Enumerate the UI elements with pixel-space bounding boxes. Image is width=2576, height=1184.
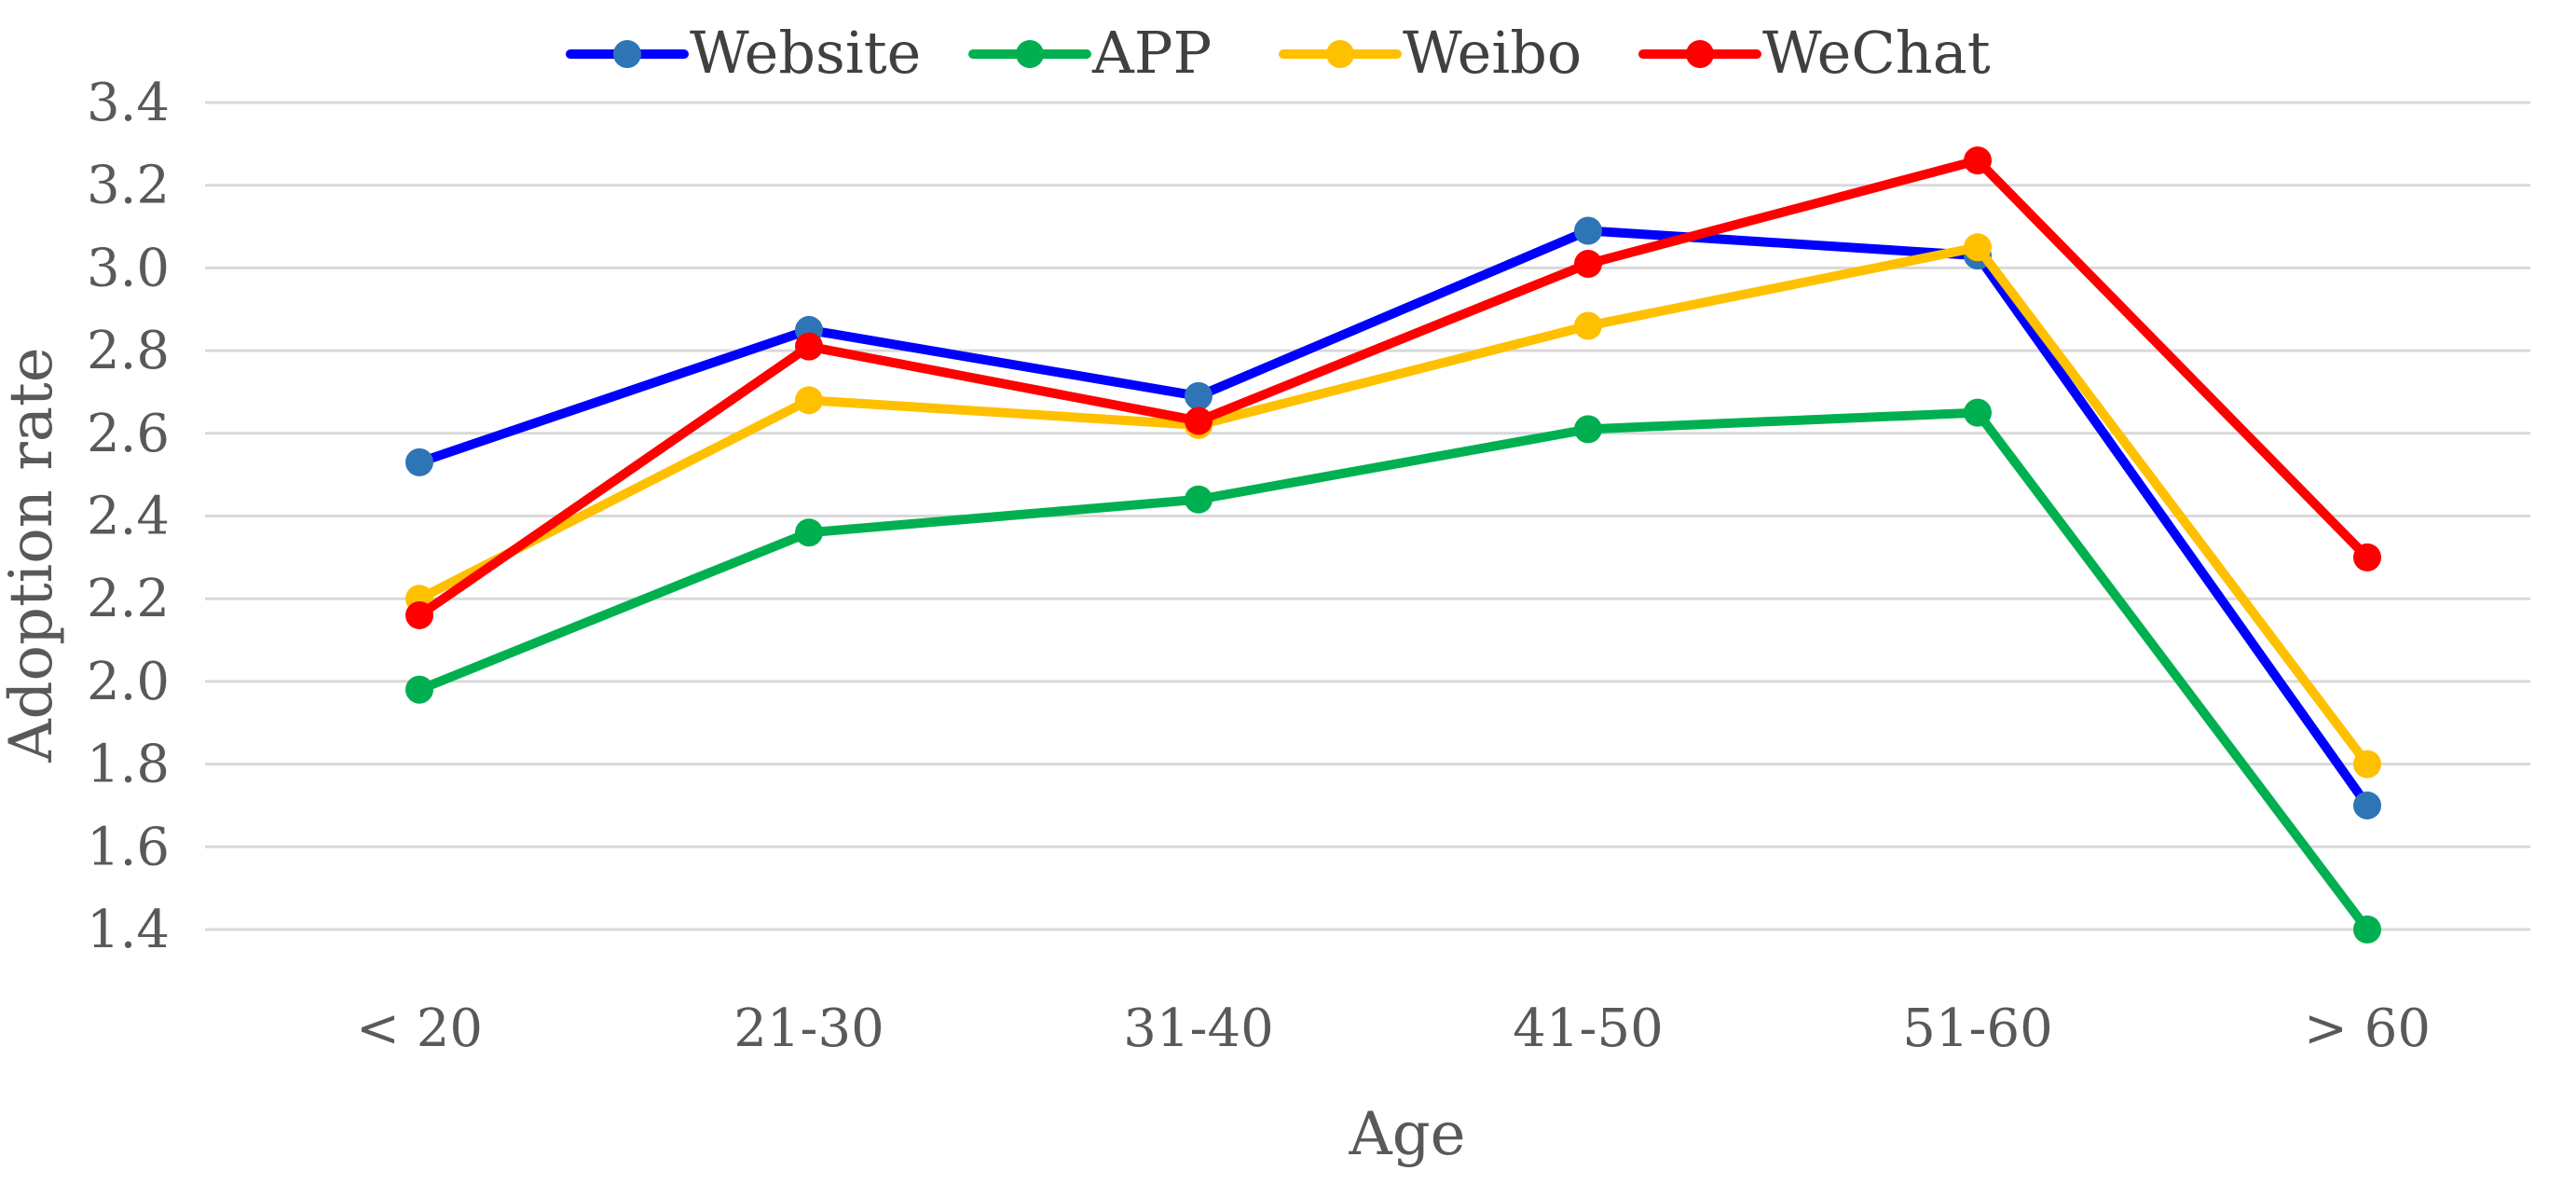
legend-marker bbox=[1016, 40, 1044, 68]
data-point bbox=[2353, 750, 2381, 778]
series-line bbox=[415, 407, 2372, 934]
x-tick-label: < 20 bbox=[356, 998, 483, 1059]
y-tick-label: 2.2 bbox=[87, 569, 170, 629]
y-tick-label: 3.2 bbox=[87, 156, 170, 216]
x-axis-ticks: < 20 21-30 31-40 41-50 51-60 > 60 bbox=[356, 998, 2431, 1059]
y-tick-label: 1.8 bbox=[87, 735, 170, 795]
data-point bbox=[1185, 406, 1213, 435]
legend-label: Weibo bbox=[1403, 19, 1582, 87]
x-tick-label: 31-40 bbox=[1123, 998, 1273, 1059]
x-tick-label: 21-30 bbox=[733, 998, 884, 1059]
legend-item-weibo: Weibo bbox=[1279, 19, 1582, 87]
data-point bbox=[1964, 233, 1992, 262]
legend-item-website: Website bbox=[566, 19, 921, 87]
data-point bbox=[795, 518, 823, 547]
legend-marker bbox=[1686, 40, 1714, 68]
data-point bbox=[405, 447, 433, 476]
series-line bbox=[415, 156, 2372, 620]
data-point bbox=[2353, 916, 2381, 943]
legend-label: Website bbox=[690, 19, 921, 87]
y-tick-label: 1.4 bbox=[87, 900, 170, 960]
y-tick-label: 1.6 bbox=[87, 817, 170, 877]
y-tick-label: 3.4 bbox=[87, 73, 170, 133]
data-point bbox=[1185, 381, 1213, 410]
data-point bbox=[1574, 249, 1602, 278]
data-point bbox=[2353, 543, 2381, 571]
y-tick-label: 2.4 bbox=[87, 487, 170, 547]
y-tick-label: 2.6 bbox=[87, 404, 170, 464]
gridlines bbox=[205, 101, 2530, 931]
series-wechat bbox=[405, 146, 2381, 629]
y-tick-label: 2.0 bbox=[87, 652, 170, 712]
series-layer bbox=[405, 146, 2381, 943]
data-point bbox=[405, 600, 433, 629]
x-tick-label: 51-60 bbox=[1902, 998, 2052, 1059]
y-tick-label: 3.0 bbox=[87, 238, 170, 298]
data-point bbox=[795, 332, 823, 361]
x-tick-label: 41-50 bbox=[1513, 998, 1663, 1059]
legend-item-app: APP bbox=[968, 19, 1212, 87]
legend-label: APP bbox=[1091, 19, 1212, 87]
data-point bbox=[1574, 415, 1602, 444]
legend-label: WeChat bbox=[1762, 19, 1991, 87]
legend-marker bbox=[613, 40, 641, 68]
y-axis-ticks: 1.4 1.6 1.8 2.0 2.2 2.4 2.6 2.8 3.0 3.2 3.4 bbox=[87, 73, 170, 960]
x-tick-label: > 60 bbox=[2304, 998, 2431, 1059]
x-axis-label: Age bbox=[1348, 1100, 1465, 1169]
data-point bbox=[1185, 485, 1213, 514]
data-point bbox=[1964, 398, 1992, 427]
data-point bbox=[1964, 146, 1992, 175]
data-point bbox=[1574, 311, 1602, 340]
data-point bbox=[1574, 216, 1602, 245]
y-axis-label: Adoption rate bbox=[0, 347, 66, 763]
series-website bbox=[405, 216, 2381, 819]
legend-marker bbox=[1326, 40, 1354, 68]
legend-item-wechat: WeChat bbox=[1638, 19, 1991, 87]
data-point bbox=[405, 675, 433, 704]
series-line bbox=[415, 242, 2372, 769]
data-point bbox=[795, 386, 823, 415]
legend: Website APP Weibo WeChat bbox=[566, 19, 1991, 87]
series-app bbox=[405, 398, 2381, 943]
series-line bbox=[415, 226, 2372, 810]
y-tick-label: 2.8 bbox=[87, 321, 170, 381]
data-point bbox=[2353, 791, 2381, 819]
